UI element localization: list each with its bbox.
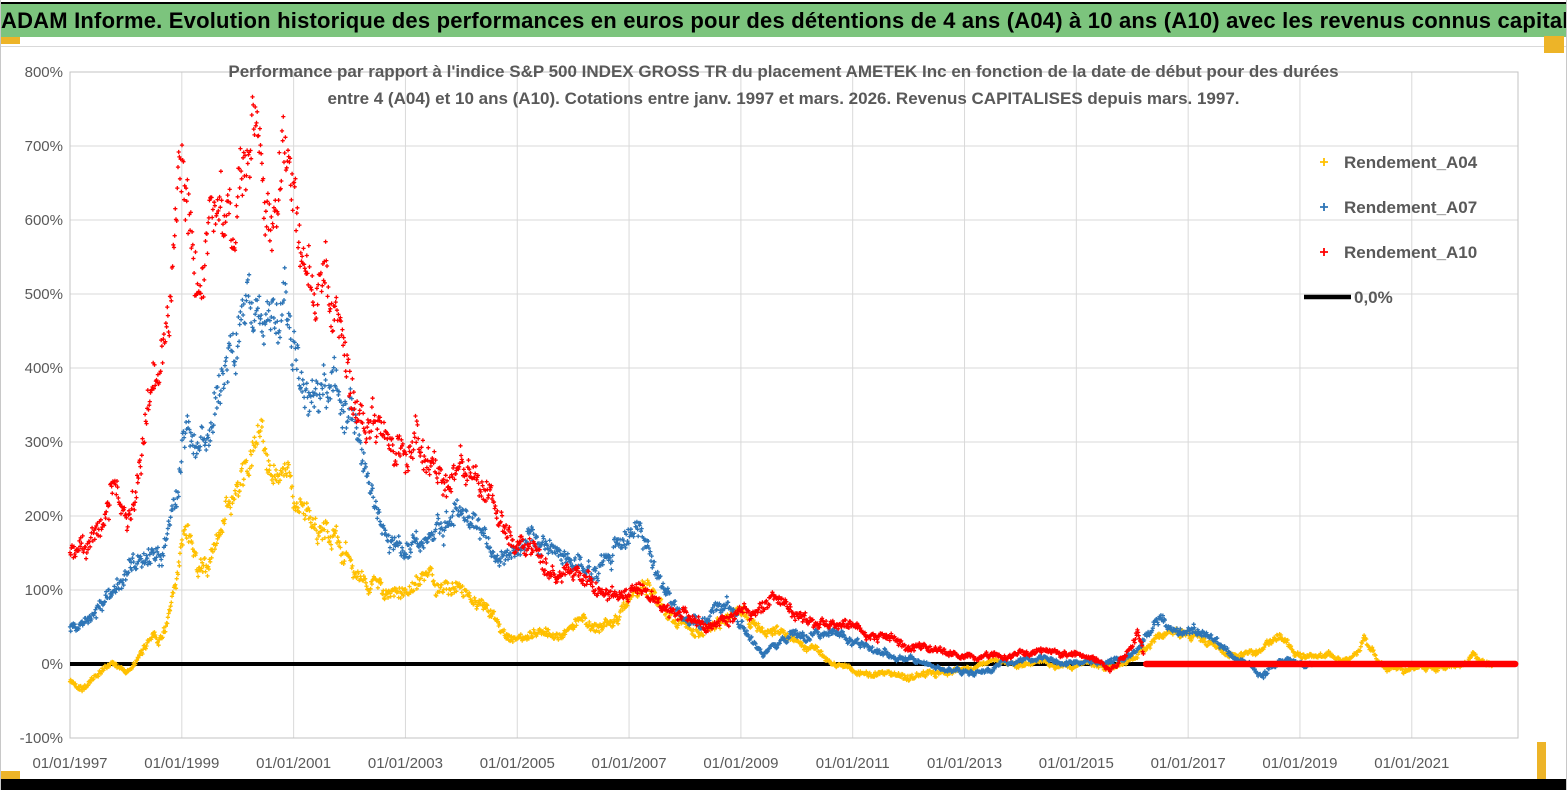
legend-item-rendement-a10: Rendement_A10 — [1320, 243, 1477, 262]
legend-label: Rendement_A07 — [1344, 198, 1477, 217]
x-tick-label: 01/01/1999 — [144, 755, 219, 772]
x-tick-label: 01/01/2013 — [927, 755, 1002, 772]
gold-accent-bottom-right — [1537, 742, 1546, 779]
x-tick-label: 01/01/2003 — [368, 755, 443, 772]
x-tick-label: 01/01/2011 — [816, 755, 890, 772]
legend-label: 0,0% — [1354, 288, 1393, 307]
y-tick-label: 400% — [25, 360, 63, 377]
x-tick-label: 01/01/2001 — [256, 755, 331, 772]
gold-accent-bottom-left — [1, 771, 20, 779]
y-tick-label: 800% — [25, 64, 63, 81]
axis-labels: 800% 700% 600% 500% 400% 300% 200% 100% 0% -100% 0… — [20, 64, 1450, 772]
bottom-border-bar — [1, 779, 1566, 790]
x-tick-label: 01/01/2005 — [480, 755, 555, 772]
legend-item-0-0-: 0,0% — [1304, 288, 1393, 307]
series-Rendement_A07 — [67, 265, 1316, 681]
gold-accent-top-right — [1544, 36, 1564, 53]
x-tick-label: 01/01/2007 — [592, 755, 667, 772]
y-tick-label: 100% — [25, 582, 63, 599]
x-tick-label: 01/01/2019 — [1262, 755, 1337, 772]
chart-legend: Rendement_A04 Rendement_A07 Rendement_A10 0… — [1304, 153, 1478, 307]
x-tick-label: 01/01/2017 — [1151, 755, 1226, 772]
x-tick-label: 01/01/2015 — [1039, 755, 1114, 772]
legend-marker-icon — [1320, 248, 1328, 256]
legend-label: Rendement_A04 — [1344, 153, 1478, 172]
y-tick-label: 0% — [41, 656, 63, 673]
y-tick-label: 200% — [25, 508, 63, 525]
y-tick-label: 300% — [25, 434, 63, 451]
legend-label: Rendement_A10 — [1344, 243, 1477, 262]
series-Rendement_A10 — [67, 94, 1146, 674]
gold-accent-top-left — [1, 37, 20, 44]
legend-marker-icon — [1320, 203, 1328, 211]
x-tick-label: 01/01/2009 — [703, 755, 778, 772]
report-header-title: ADAM Informe. Evolution historique des p… — [1, 8, 1567, 33]
legend-item-rendement-a07: Rendement_A07 — [1320, 198, 1477, 217]
report-header: ADAM Informe. Evolution historique des p… — [1, 2, 1566, 37]
x-tick-label: 01/01/1997 — [32, 755, 107, 772]
header-separator — [1, 46, 1566, 47]
series-Rendement_A04 — [67, 417, 1495, 694]
y-tick-label: 500% — [25, 286, 63, 303]
legend-item-rendement-a04: Rendement_A04 — [1320, 153, 1478, 172]
legend-marker-icon — [1320, 158, 1328, 166]
y-tick-label: 600% — [25, 212, 63, 229]
x-tick-label: 01/01/2021 — [1374, 755, 1449, 772]
y-tick-label: -100% — [20, 730, 63, 747]
plot-border — [69, 71, 1519, 739]
y-tick-label: 700% — [25, 138, 63, 155]
